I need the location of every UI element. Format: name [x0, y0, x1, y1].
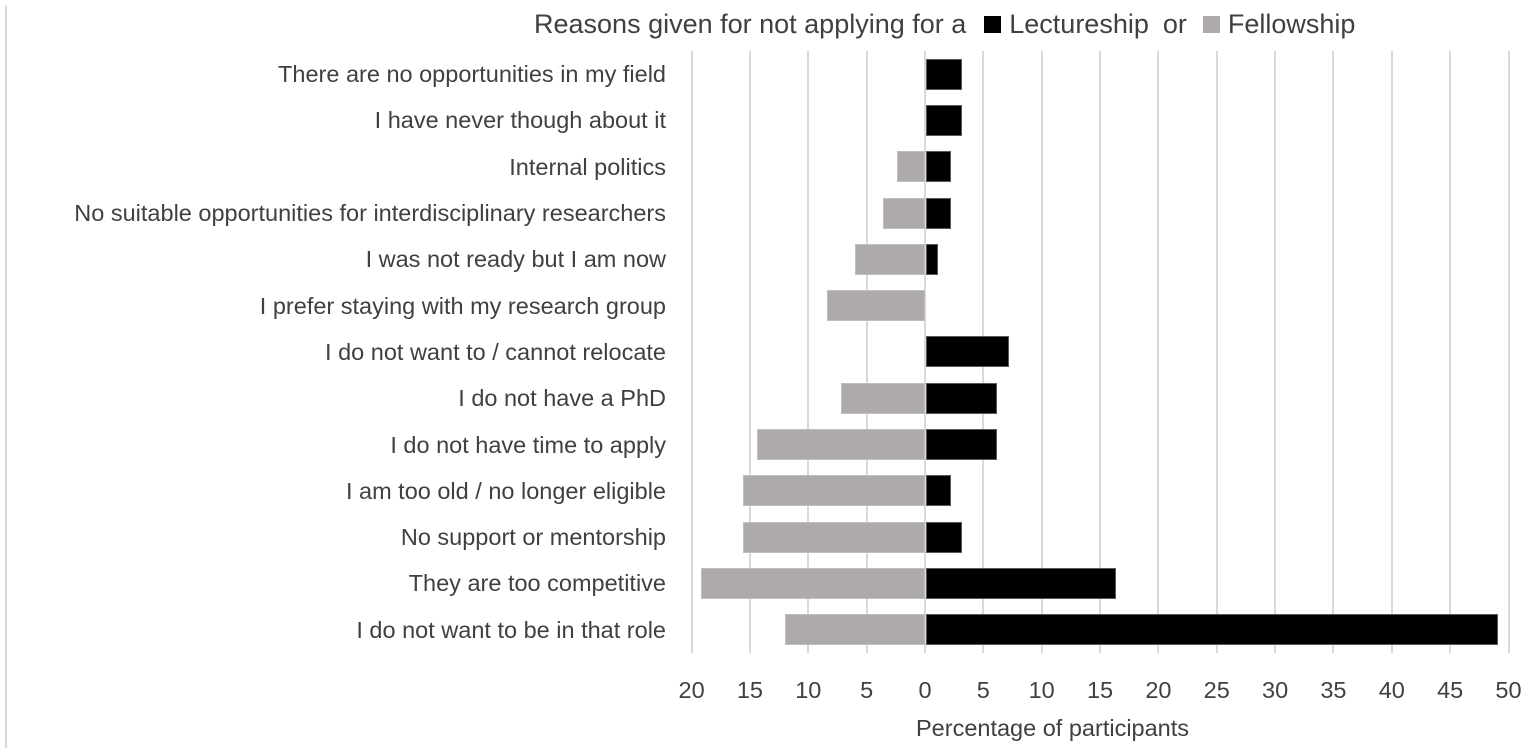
- bar-lectureship: [926, 567, 1117, 599]
- category-label: I have never though about it: [374, 107, 666, 134]
- category-label: I do not want to be in that role: [356, 616, 666, 643]
- bar-fellowship: [756, 429, 925, 461]
- x-tick-label: 5: [860, 677, 874, 703]
- category-label: I prefer staying with my research group: [259, 292, 666, 319]
- x-tick-label: 5: [976, 677, 990, 703]
- bar-fellowship: [700, 567, 925, 599]
- x-tick-label: 0: [918, 677, 932, 703]
- gridline: [1274, 51, 1277, 653]
- legend-label-fellowship: Fellowship: [1227, 9, 1356, 39]
- x-tick-label: 30: [1262, 677, 1289, 703]
- bar-fellowship: [784, 614, 925, 646]
- category-label: I do not want to / cannot relocate: [325, 338, 666, 365]
- bar-lectureship: [926, 104, 963, 136]
- x-tick-label: 15: [736, 677, 764, 703]
- x-axis-label: Percentage of participants: [916, 715, 1190, 741]
- gridline: [748, 51, 751, 653]
- gridline: [1332, 51, 1335, 653]
- x-tick-label: 35: [1320, 677, 1347, 703]
- bar-lectureship: [926, 151, 951, 183]
- legend-swatch-fellowship: [1202, 15, 1220, 33]
- x-tick-label: 40: [1378, 677, 1405, 703]
- x-tick-label: 20: [1145, 677, 1172, 703]
- category-label: They are too competitive: [408, 570, 666, 597]
- bar-lectureship: [926, 58, 963, 90]
- bar-fellowship: [882, 197, 925, 229]
- bar-lectureship: [926, 614, 1498, 646]
- category-label: I do not have time to apply: [390, 431, 666, 458]
- chart-title-text: Reasons given for not applying for a: [534, 9, 967, 39]
- gridline: [865, 51, 868, 653]
- category-label: There are no opportunities in my field: [278, 61, 666, 88]
- gridline: [1390, 51, 1393, 653]
- gridline: [1157, 51, 1160, 653]
- gridline: [807, 51, 810, 653]
- category-label: I was not ready but I am now: [365, 246, 666, 273]
- x-tick-label: 45: [1437, 677, 1464, 703]
- bar-fellowship: [826, 290, 925, 322]
- x-tick-label: 50: [1495, 677, 1522, 703]
- bar-lectureship: [926, 429, 998, 461]
- gridline: [1040, 51, 1043, 653]
- bar-lectureship: [926, 521, 963, 553]
- x-tick-label: 25: [1203, 677, 1230, 703]
- category-label: I do not have a PhD: [458, 385, 666, 412]
- title-connector: or: [1162, 9, 1187, 39]
- bar-fellowship: [840, 382, 925, 414]
- bar-fellowship: [742, 521, 925, 553]
- gridline: [924, 51, 926, 653]
- category-label: No support or mentorship: [400, 524, 666, 551]
- x-tick-label: 15: [1086, 677, 1114, 703]
- x-tick-label: 20: [678, 677, 705, 703]
- gridline: [690, 51, 693, 653]
- bar-lectureship: [926, 336, 1009, 368]
- x-tick-label: 10: [795, 677, 822, 703]
- category-label: I am too old / no longer eligible: [345, 477, 666, 504]
- category-label: Internal politics: [509, 153, 666, 180]
- gridline: [1099, 51, 1102, 653]
- chart-title: Reasons given for not applying for a Lec…: [534, 4, 1355, 44]
- gridline: [1449, 51, 1452, 653]
- bar-fellowship: [854, 243, 925, 275]
- chart-frame-border: [5, 5, 7, 748]
- x-tick-label: 10: [1028, 677, 1055, 703]
- gridline: [1507, 51, 1510, 653]
- bar-fellowship: [896, 151, 925, 183]
- bar-lectureship: [926, 243, 938, 275]
- legend-label-lectureship: Lectureship: [1009, 9, 1149, 39]
- gridline: [1215, 51, 1218, 653]
- category-label: No suitable opportunities for interdisci…: [74, 200, 666, 227]
- bar-lectureship: [926, 475, 951, 507]
- bar-lectureship: [926, 197, 951, 229]
- bar-lectureship: [926, 382, 998, 414]
- legend-swatch-lectureship: [984, 15, 1002, 33]
- bar-fellowship: [742, 475, 925, 507]
